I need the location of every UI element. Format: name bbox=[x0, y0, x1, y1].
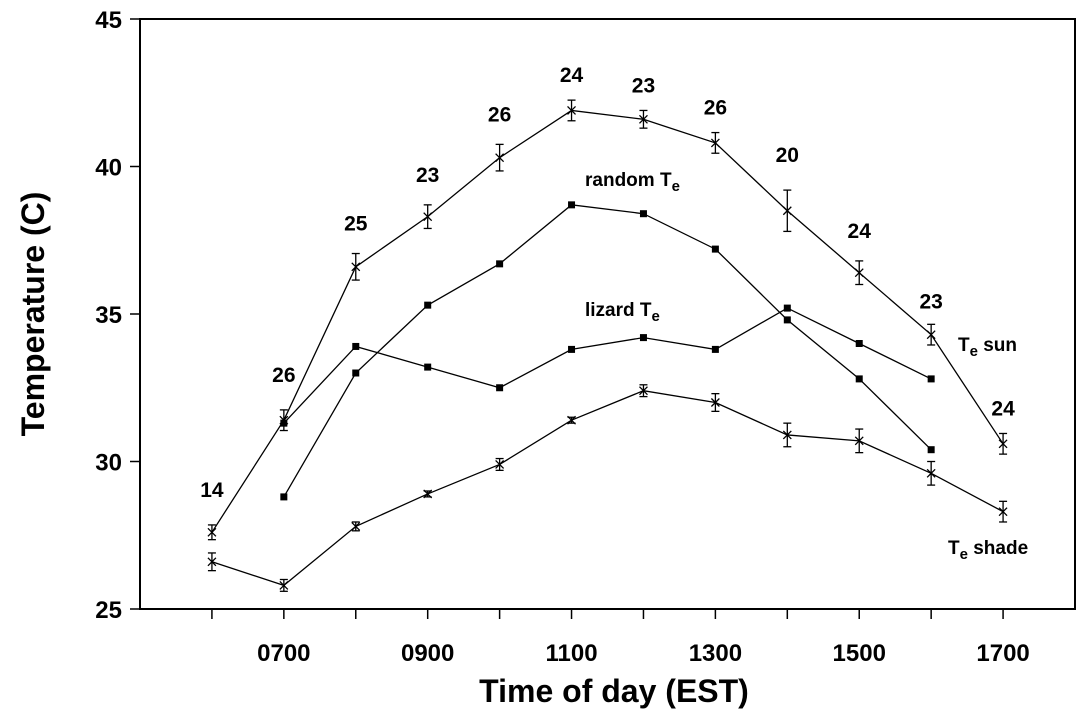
series-line bbox=[211, 109, 1004, 533]
x-tick-label: 0900 bbox=[401, 640, 454, 667]
y-axis-ticks: 25 30 35 40 45 bbox=[95, 7, 140, 624]
data-point bbox=[855, 375, 863, 383]
sample-size-label: 23 bbox=[416, 164, 439, 187]
data-point bbox=[854, 436, 864, 446]
series-labels: Te sun random Te lizard Te Te shade bbox=[585, 170, 1028, 563]
y-tick-label: 45 bbox=[95, 7, 122, 34]
series-layer bbox=[207, 99, 1008, 592]
series-label: random Te bbox=[585, 170, 680, 195]
series-line bbox=[211, 390, 1004, 587]
data-point bbox=[639, 114, 648, 124]
y-tick-label: 30 bbox=[95, 450, 122, 477]
sample-size-label: 24 bbox=[991, 397, 1015, 420]
sample-size-label: 25 bbox=[344, 213, 368, 236]
series-line bbox=[283, 204, 932, 498]
data-point bbox=[639, 334, 647, 342]
data-point bbox=[926, 330, 936, 340]
data-point bbox=[639, 386, 648, 396]
data-point bbox=[352, 342, 360, 350]
data-point bbox=[567, 415, 576, 425]
data-point bbox=[496, 384, 504, 392]
sample-size-label: 14 bbox=[200, 479, 224, 502]
x-axis-title: Time of day (EST) bbox=[479, 673, 749, 709]
x-tick-label: 1100 bbox=[545, 640, 597, 667]
sample-size-label: 26 bbox=[272, 364, 295, 387]
x-tick-label: 1700 bbox=[976, 640, 1029, 667]
data-point bbox=[424, 301, 432, 309]
data-point bbox=[423, 212, 433, 222]
data-point bbox=[279, 580, 289, 590]
data-point bbox=[782, 206, 792, 216]
series-lizard-te bbox=[280, 304, 935, 427]
data-point bbox=[998, 439, 1008, 449]
data-point bbox=[854, 268, 864, 278]
data-point bbox=[711, 345, 719, 353]
data-point bbox=[855, 340, 863, 347]
series-te-shade bbox=[207, 384, 1008, 592]
y-tick-label: 25 bbox=[95, 597, 122, 624]
data-point bbox=[783, 304, 791, 312]
data-point bbox=[351, 521, 361, 531]
series-random-te bbox=[280, 201, 935, 501]
data-point bbox=[495, 459, 505, 469]
data-point bbox=[280, 419, 288, 427]
data-point bbox=[568, 345, 576, 353]
series-label: Te sun bbox=[958, 335, 1017, 360]
data-point bbox=[567, 105, 576, 115]
x-tick-label: 1500 bbox=[833, 640, 886, 667]
sample-size-label: 26 bbox=[704, 97, 727, 120]
y-tick-label: 40 bbox=[95, 155, 122, 182]
data-point bbox=[710, 138, 720, 148]
data-point bbox=[927, 446, 935, 454]
data-point bbox=[424, 363, 432, 371]
sample-size-label: 24 bbox=[848, 220, 872, 243]
sample-size-label: 26 bbox=[488, 103, 511, 126]
x-tick-label: 0700 bbox=[257, 640, 310, 667]
data-point bbox=[423, 489, 433, 499]
data-point bbox=[495, 153, 505, 163]
sample-size-label: 24 bbox=[560, 64, 584, 87]
data-point bbox=[783, 316, 791, 324]
x-tick-label: 1300 bbox=[689, 640, 742, 667]
y-axis-title: Temperature (C) bbox=[15, 192, 51, 437]
series-line bbox=[283, 307, 932, 424]
data-point bbox=[711, 245, 719, 253]
data-point bbox=[710, 398, 720, 407]
data-point bbox=[207, 557, 217, 567]
y-tick-label: 35 bbox=[95, 302, 122, 329]
series-label: Te shade bbox=[948, 538, 1028, 563]
series-label: lizard Te bbox=[585, 300, 660, 325]
data-point bbox=[639, 210, 647, 218]
data-point bbox=[782, 430, 792, 440]
sample-size-annotations: 14 26 25 23 26 24 23 26 20 24 23 24 bbox=[200, 64, 1015, 502]
data-point bbox=[927, 375, 935, 383]
series-te-sun bbox=[207, 99, 1008, 541]
data-point bbox=[207, 527, 217, 537]
data-point bbox=[998, 507, 1008, 517]
x-axis-ticks: 0700 0900 1100 1300 1500 1700 bbox=[211, 609, 1030, 667]
sample-size-label: 20 bbox=[776, 144, 799, 167]
data-point bbox=[496, 260, 504, 268]
data-point bbox=[351, 262, 361, 272]
sample-size-label: 23 bbox=[919, 290, 942, 313]
sample-size-label: 23 bbox=[632, 74, 655, 97]
data-point bbox=[280, 493, 288, 501]
data-point bbox=[352, 369, 360, 377]
data-point bbox=[926, 468, 936, 478]
data-point bbox=[568, 201, 576, 209]
